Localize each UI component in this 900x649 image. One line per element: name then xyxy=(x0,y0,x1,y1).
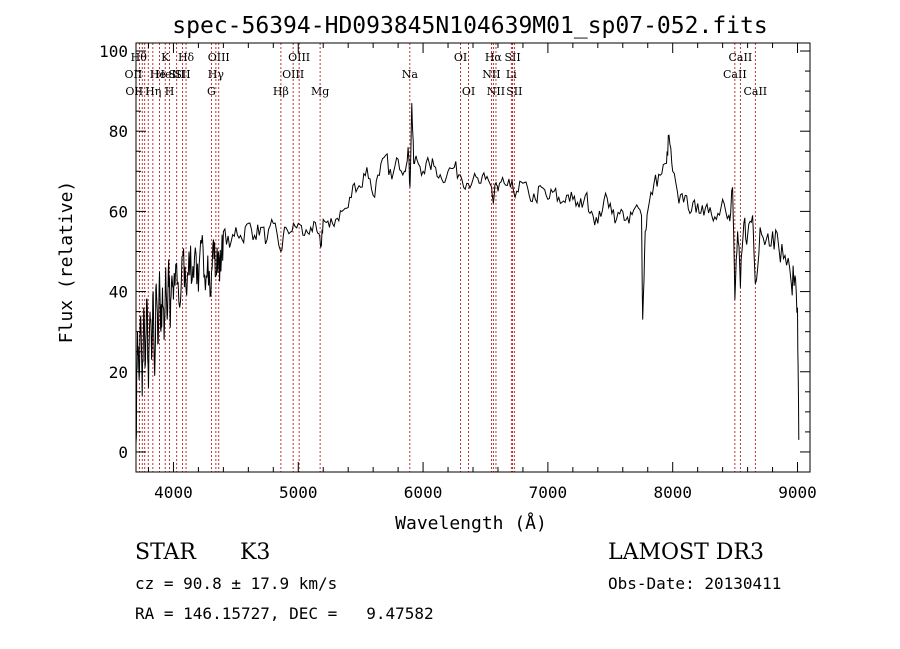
line-marker-label: OII xyxy=(125,68,143,81)
line-marker-label: SII xyxy=(506,85,522,98)
spectral-line-markers xyxy=(138,43,756,472)
y-tick-label: 80 xyxy=(109,122,128,141)
line-marker-label: NII xyxy=(487,85,505,98)
line-marker-label: Na xyxy=(402,68,419,81)
line-marker-label: OIII xyxy=(208,51,230,64)
line-marker-label: CaII xyxy=(723,68,747,81)
x-tick-label: 7000 xyxy=(529,483,568,502)
obs-date: Obs-Date: 20130411 xyxy=(608,574,782,593)
coordinates-text: RA = 146.15727, DEC = 9.47582 xyxy=(135,604,434,623)
line-marker-label: Li xyxy=(506,68,517,81)
chart-title: spec-56394-HD093845N104639M01_sp07-052.f… xyxy=(172,13,767,39)
line-marker-label: Hβ xyxy=(273,85,289,98)
x-axis-label: Wavelength (Å) xyxy=(395,512,547,534)
redshift-text: cz = 90.8 ± 17.9 km/s xyxy=(135,574,338,593)
line-marker-label: Hγ xyxy=(208,68,225,81)
y-tick-label: 100 xyxy=(99,42,128,61)
x-tick-label: 6000 xyxy=(404,483,443,502)
line-marker-label: K xyxy=(161,51,170,64)
x-axis-ticks: 4000 5000 6000 7000 8000 9000 xyxy=(147,43,817,502)
line-marker-label: OI xyxy=(454,51,467,64)
line-marker-label: G xyxy=(207,85,216,98)
line-marker-label: SII xyxy=(504,51,520,64)
x-tick-label: 5000 xyxy=(279,483,318,502)
x-tick-label: 4000 xyxy=(154,483,193,502)
line-marker-label: He xyxy=(150,68,166,81)
line-marker-label: CaII xyxy=(743,85,767,98)
line-marker-label: Hη xyxy=(145,85,161,98)
object-subclass: K3 xyxy=(240,540,271,565)
y-axis-ticks: 0 20 40 60 80 100 xyxy=(99,42,810,462)
y-axis-label: Flux (relative) xyxy=(56,181,77,344)
line-marker-label: SII xyxy=(169,68,185,81)
line-marker-label: OIII xyxy=(288,51,310,64)
line-marker-label: SII xyxy=(174,68,190,81)
line-marker-label: Hθ xyxy=(131,51,148,64)
y-tick-label: 0 xyxy=(118,443,128,462)
line-marker-label: Hα xyxy=(485,51,503,64)
line-marker-label: NII xyxy=(482,68,500,81)
line-marker-label: Hδ xyxy=(178,51,195,64)
spectrum-line xyxy=(135,103,800,444)
line-marker-label: Mg xyxy=(311,85,329,98)
line-marker-label: OII xyxy=(125,85,143,98)
survey-name: LAMOST DR3 xyxy=(608,540,764,565)
line-marker-label: CaII xyxy=(729,51,753,64)
y-tick-label: 40 xyxy=(109,283,128,302)
y-tick-label: 60 xyxy=(109,202,128,221)
line-marker-label: OI xyxy=(462,85,475,98)
plot-frame xyxy=(135,42,811,473)
x-tick-label: 8000 xyxy=(653,483,692,502)
object-class: STAR xyxy=(135,540,196,565)
line-marker-label: HeI xyxy=(155,68,175,81)
y-tick-label: 20 xyxy=(109,363,128,382)
line-marker-label: OIII xyxy=(282,68,304,81)
x-tick-label: 9000 xyxy=(778,483,817,502)
line-marker-label: H xyxy=(165,85,175,98)
